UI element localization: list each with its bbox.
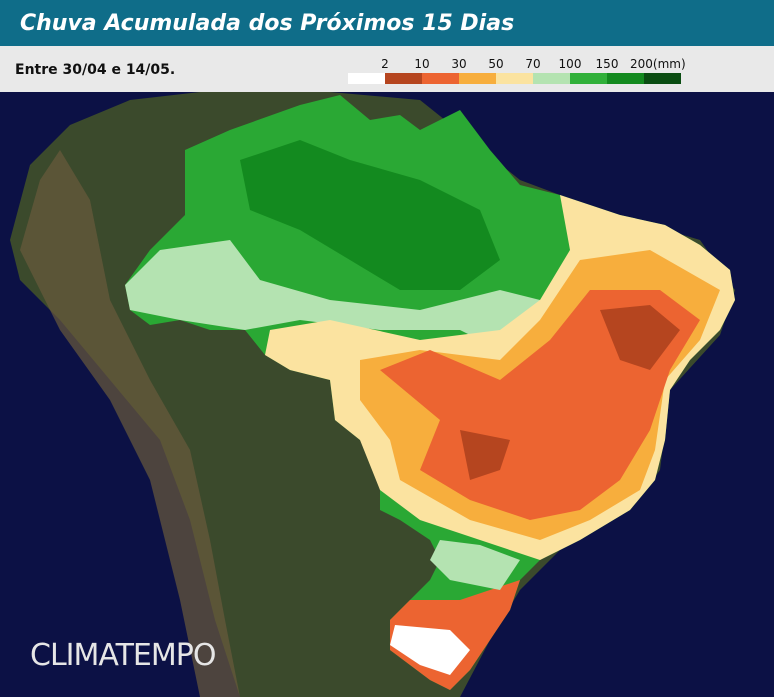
legend-swatch bbox=[385, 73, 422, 84]
legend-label: 50 bbox=[488, 57, 503, 71]
legend-swatch bbox=[348, 73, 385, 84]
legend-swatch bbox=[570, 73, 607, 84]
rain-2 bbox=[390, 625, 470, 675]
legend-swatch bbox=[496, 73, 533, 84]
legend-swatch bbox=[607, 73, 644, 84]
subtitle: Entre 30/04 e 14/05. bbox=[15, 62, 175, 78]
logo: CLIMATEMPO bbox=[30, 638, 215, 673]
header-bar bbox=[0, 0, 774, 46]
rain-100-south bbox=[430, 540, 520, 590]
legend-swatch bbox=[459, 73, 496, 84]
legend-label: 70 bbox=[525, 57, 540, 71]
title: Chuva Acumulada dos Próximos 15 Dias bbox=[20, 11, 514, 36]
legend: 2 10 30 50 70 100 150 200(mm) bbox=[348, 57, 686, 84]
legend-label: 200(mm) bbox=[630, 57, 686, 71]
rain-100 bbox=[125, 240, 560, 360]
rain-10 bbox=[460, 305, 680, 480]
legend-label: 10 bbox=[414, 57, 429, 71]
legend-label: 2 bbox=[381, 57, 389, 71]
legend-swatch bbox=[422, 73, 459, 84]
andes bbox=[20, 150, 240, 697]
legend-label: 30 bbox=[451, 57, 466, 71]
legend-label: 150 bbox=[596, 57, 619, 71]
legend-label: 100 bbox=[559, 57, 582, 71]
subtitle-bar bbox=[0, 46, 774, 92]
legend-swatch bbox=[533, 73, 570, 84]
legend-swatch bbox=[644, 73, 681, 84]
rain-150 bbox=[240, 140, 500, 290]
